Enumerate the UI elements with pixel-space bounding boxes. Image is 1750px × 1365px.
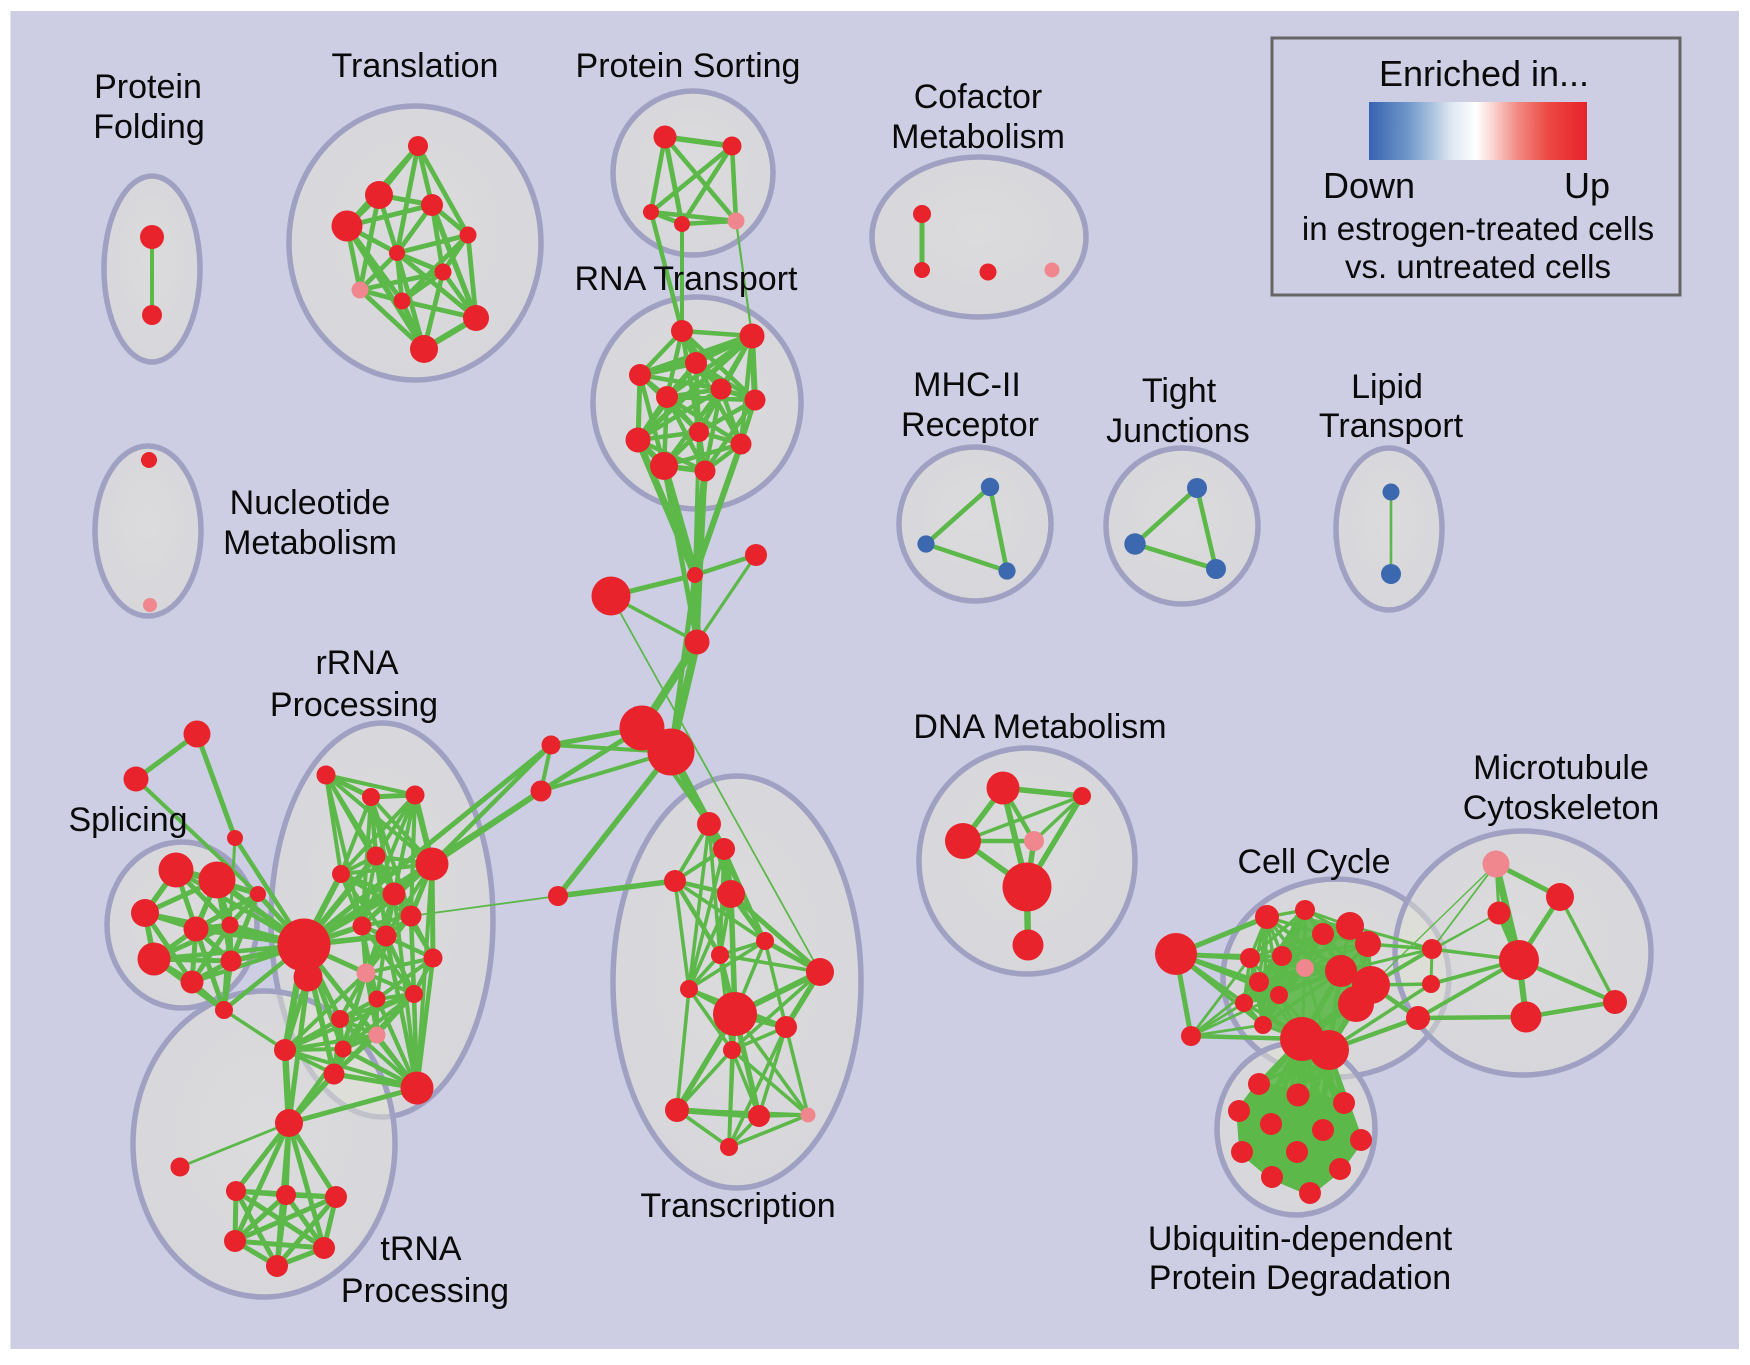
- svg-text:Enriched in...: Enriched in...: [1379, 53, 1589, 94]
- svg-text:Down: Down: [1323, 165, 1415, 206]
- svg-text:Receptor: Receptor: [901, 406, 1039, 444]
- svg-text:DNA Metabolism: DNA Metabolism: [913, 708, 1166, 746]
- svg-text:rRNA: rRNA: [315, 644, 398, 682]
- svg-text:Ubiquitin-dependent: Ubiquitin-dependent: [1148, 1220, 1453, 1258]
- svg-text:RNA Transport: RNA Transport: [575, 260, 799, 298]
- svg-text:Transport: Transport: [1319, 407, 1464, 445]
- svg-text:Cell Cycle: Cell Cycle: [1237, 843, 1390, 881]
- svg-text:Metabolism: Metabolism: [223, 524, 397, 562]
- svg-text:Cofactor: Cofactor: [914, 78, 1043, 116]
- svg-text:Translation: Translation: [332, 47, 499, 85]
- svg-text:Nucleotide: Nucleotide: [230, 484, 391, 522]
- svg-text:Up: Up: [1564, 165, 1610, 206]
- svg-text:Processing: Processing: [270, 686, 438, 724]
- svg-text:vs. untreated cells: vs. untreated cells: [1345, 248, 1611, 285]
- svg-text:Processing: Processing: [341, 1272, 509, 1310]
- svg-text:Protein Sorting: Protein Sorting: [576, 47, 801, 85]
- svg-text:MHC-II: MHC-II: [913, 366, 1021, 404]
- svg-text:Junctions: Junctions: [1106, 412, 1250, 450]
- svg-text:tRNA: tRNA: [380, 1230, 462, 1268]
- svg-text:Splicing: Splicing: [68, 801, 187, 839]
- svg-text:Folding: Folding: [93, 108, 205, 146]
- svg-text:Protein: Protein: [94, 68, 202, 106]
- svg-text:Microtubule: Microtubule: [1473, 749, 1649, 787]
- svg-text:in estrogen-treated cells: in estrogen-treated cells: [1302, 210, 1654, 247]
- svg-text:Transcription: Transcription: [640, 1187, 835, 1225]
- svg-text:Metabolism: Metabolism: [891, 118, 1065, 156]
- svg-text:Cytoskeleton: Cytoskeleton: [1463, 789, 1660, 827]
- svg-text:Tight: Tight: [1142, 372, 1217, 410]
- svg-text:Protein Degradation: Protein Degradation: [1149, 1259, 1451, 1297]
- svg-text:Lipid: Lipid: [1351, 368, 1423, 406]
